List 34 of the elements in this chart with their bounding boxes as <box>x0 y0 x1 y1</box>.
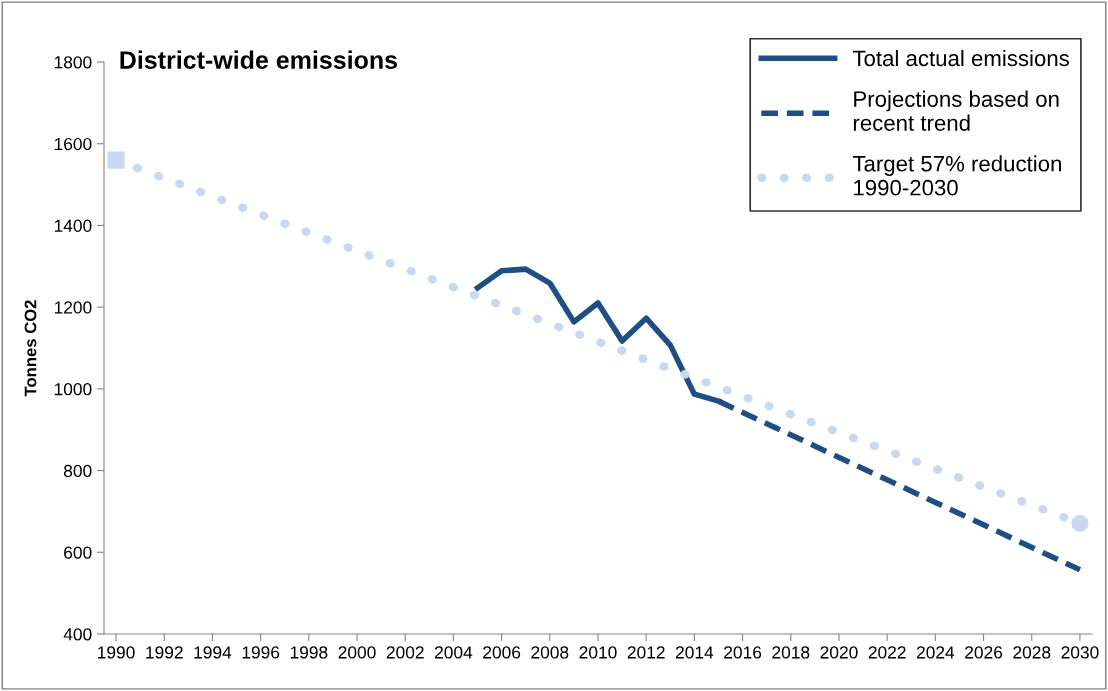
y-tick-label: 800 <box>63 464 92 478</box>
x-tick-label: 2002 <box>386 646 424 659</box>
x-tick-label: 2012 <box>627 646 665 659</box>
x-tick-label: 1998 <box>290 646 328 659</box>
y-tick-label: 600 <box>64 546 92 559</box>
y-tick-label: 1600 <box>54 137 92 151</box>
legend-label: Projections based on recent trend <box>853 90 1059 131</box>
y-tick-label: 400 <box>63 628 92 641</box>
x-tick-label: 1996 <box>242 646 280 659</box>
x-tick-label: 2024 <box>916 646 955 659</box>
x-tick-label: 2030 <box>1061 646 1099 659</box>
x-tick-label: 2004 <box>434 646 473 659</box>
x-tick-label: 2018 <box>772 646 810 659</box>
x-tick-label: 2026 <box>965 646 1003 659</box>
x-tick-label: 2028 <box>1013 646 1051 659</box>
x-tick-label: 2006 <box>483 646 521 659</box>
y-tick-label: 1800 <box>54 56 92 69</box>
legend-label: Target 57% reduction 1990-2030 <box>852 155 1061 196</box>
chart-title: District-wide emissions <box>120 50 398 69</box>
x-tick-label: 1992 <box>146 646 183 659</box>
y-axis-title: Tonnes CO2 <box>24 300 37 397</box>
y-tick-label: 1000 <box>54 383 92 396</box>
x-tick-label: 2000 <box>338 646 376 659</box>
x-tick-label: 2010 <box>579 646 617 659</box>
x-tick-label: 2020 <box>820 646 858 659</box>
y-tick-label: 1200 <box>54 301 92 314</box>
y-tick-label: 1400 <box>54 219 92 232</box>
x-tick-label: 2016 <box>724 646 762 659</box>
x-tick-label: 2022 <box>868 646 906 659</box>
x-tick-label: 1994 <box>194 646 232 659</box>
x-tick-label: 2014 <box>675 646 714 659</box>
legend-label: Total actual emissions <box>852 49 1069 67</box>
x-tick-label: 2008 <box>531 646 569 659</box>
x-tick-label: 1990 <box>98 646 135 659</box>
